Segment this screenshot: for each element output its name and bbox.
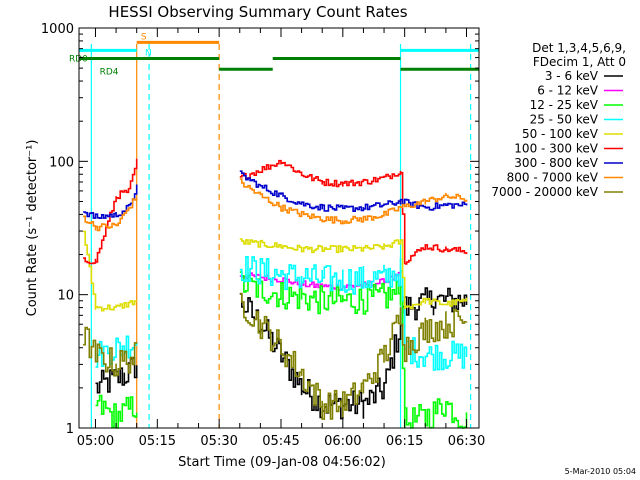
chart-title: HESSI Observing Summary Count Rates — [108, 3, 407, 21]
series-line — [95, 335, 138, 368]
x-tick-label: 05:00 — [77, 434, 114, 449]
y-tick-label: 1000 — [41, 22, 74, 37]
y-tick-label: 10 — [57, 289, 74, 304]
legend-entry-label: 50 - 100 keV — [522, 127, 599, 141]
series-line — [83, 197, 138, 232]
legend-entry-label: 3 - 6 keV — [545, 69, 599, 83]
series-line — [239, 170, 468, 212]
series-line — [83, 158, 138, 265]
footer-date: 5-Mar-2010 05:04 — [565, 467, 636, 476]
series-line — [95, 394, 138, 429]
vertical-markers — [90, 44, 472, 428]
series-line — [83, 230, 138, 312]
y-tick-label: 100 — [49, 155, 74, 170]
y-tick-label: 1 — [66, 422, 74, 437]
legend-entry-label: 100 - 300 keV — [514, 142, 598, 156]
state-bar-label: S — [141, 32, 147, 42]
state-bar-label: RD4 — [100, 67, 119, 77]
state-bar-label: N — [145, 48, 152, 58]
series-layer — [83, 158, 468, 429]
legend-header: FDecim 1, Att 0 — [533, 55, 626, 69]
x-tick-label: 06:30 — [448, 434, 485, 449]
series-line — [83, 326, 138, 377]
x-tick-label: 05:45 — [262, 434, 299, 449]
series-line — [239, 271, 468, 429]
legend-entry-label: 800 - 7000 keV — [507, 171, 599, 185]
x-tick-label: 06:15 — [386, 434, 423, 449]
x-tick-label: 05:30 — [200, 434, 237, 449]
x-tick-label: 06:00 — [324, 434, 361, 449]
plot-frame — [78, 27, 480, 429]
legend-entry-label: 300 - 800 keV — [514, 156, 598, 170]
series-line — [239, 292, 468, 420]
x-axis-label: Start Time (09-Jan-08 04:56:02) — [178, 455, 386, 470]
series-line — [239, 159, 468, 265]
legend-header: Det 1,3,4,5,6,9, — [532, 41, 626, 55]
legend-entry-label: 7000 - 20000 keV — [491, 185, 598, 199]
x-tick-label: 05:15 — [139, 434, 176, 449]
series-line — [239, 238, 468, 310]
legend-entry-label: 25 - 50 keV — [530, 113, 599, 127]
legend: Det 1,3,4,5,6,9,FDecim 1, Att 03 - 6 keV… — [491, 41, 626, 199]
legend-entry-label: 12 - 25 keV — [530, 98, 599, 112]
series-line — [239, 178, 468, 225]
series-line — [83, 184, 138, 219]
axes: 1 10 100 1000 05:00 05:15 05:30 05:45 06:00 06:15… — [41, 22, 485, 449]
legend-entry-label: 6 - 12 keV — [537, 84, 599, 98]
series-line — [239, 256, 468, 371]
y-axis-label: Count Rate (s⁻¹ detector⁻¹) — [25, 140, 40, 317]
